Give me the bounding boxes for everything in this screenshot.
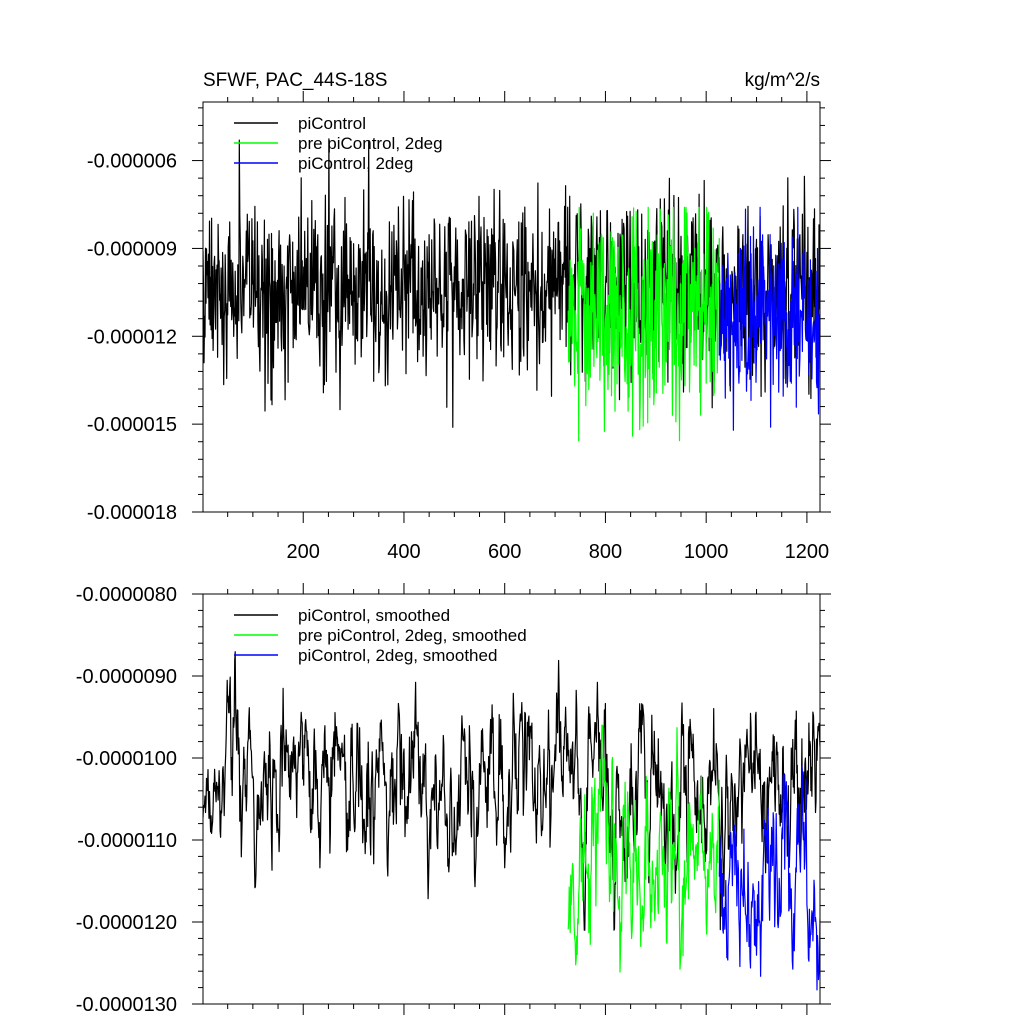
series-line [567, 724, 720, 973]
series-line [718, 765, 820, 991]
x-tick-label: 800 [589, 541, 622, 563]
y-tick-label: -0.0000100 [76, 748, 177, 770]
legend-label: piControl, 2deg [298, 154, 413, 173]
plot-frame [202, 101, 821, 513]
y-tick-label: -0.0000120 [76, 912, 177, 934]
x-tick-label: 600 [488, 541, 521, 563]
x-tick-label: 200 [287, 541, 320, 563]
plot-frame [202, 593, 821, 1005]
y-tick-label: -0.0000090 [76, 666, 177, 688]
bottom-panel: -0.0000080 -0.0000090 -0.0000100 -0.0000110… [76, 583, 831, 1016]
series-line [718, 206, 820, 431]
legend-label: piControl, smoothed [298, 606, 450, 625]
y-tick-label: -0.0000110 [77, 830, 177, 852]
x-tick-label: 1000 [684, 541, 729, 563]
series-line [203, 138, 820, 428]
legend-label: pre piControl, 2deg, smoothed [298, 626, 527, 645]
y-tick-label: -0.000012 [87, 326, 177, 348]
y-tick-label: -0.000018 [87, 502, 177, 524]
y-tick-label: -0.0000080 [76, 584, 177, 606]
series-line [567, 206, 720, 442]
y-tick-label: -0.000015 [87, 414, 177, 436]
series-line [203, 651, 820, 931]
top-panel: SFWF, PAC_44S-18S kg/m^2/s 200 400 600 800 1… [87, 70, 831, 563]
chart-title: SFWF, PAC_44S-18S [203, 70, 387, 91]
chart-units: kg/m^2/s [745, 70, 820, 91]
legend-label: piControl, 2deg, smoothed [298, 646, 497, 665]
legend-label: pre piControl, 2deg [298, 134, 443, 153]
y-tick-label: -0.0000130 [76, 994, 177, 1016]
y-tick-label: -0.000009 [87, 238, 177, 260]
x-tick-label: 400 [387, 541, 420, 563]
y-tick-label: -0.000006 [87, 151, 177, 173]
x-tick-label: 1200 [785, 541, 830, 563]
legend-label: piControl [298, 114, 366, 133]
